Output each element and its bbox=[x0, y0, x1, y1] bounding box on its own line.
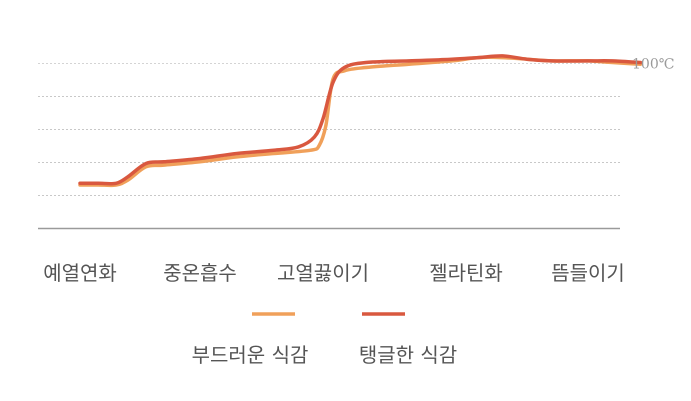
grid-lines bbox=[38, 63, 620, 196]
tick-labels: 100℃ 예열연화 중온흡수 고열끓이기 젤라틴화 뜸들이기 bbox=[43, 57, 674, 286]
legend-label-1: 부드러운 식감 bbox=[192, 343, 309, 367]
x-tick-label: 예열연화 bbox=[43, 261, 117, 285]
reference-label: 100℃ bbox=[632, 57, 674, 73]
x-tick-label: 중온흡수 bbox=[163, 261, 237, 285]
legend-label-2: 탱글한 식감 bbox=[359, 343, 457, 367]
x-tick-label: 고열끓이기 bbox=[277, 261, 369, 285]
series-lines bbox=[78, 54, 643, 188]
series-line-1 bbox=[78, 55, 643, 188]
x-tick-label: 뜸들이기 bbox=[551, 261, 625, 285]
legend: 부드러운 식감 탱글한 식감 bbox=[192, 312, 457, 367]
series-line-2 bbox=[78, 54, 643, 186]
x-tick-label: 젤라틴화 bbox=[429, 261, 503, 285]
